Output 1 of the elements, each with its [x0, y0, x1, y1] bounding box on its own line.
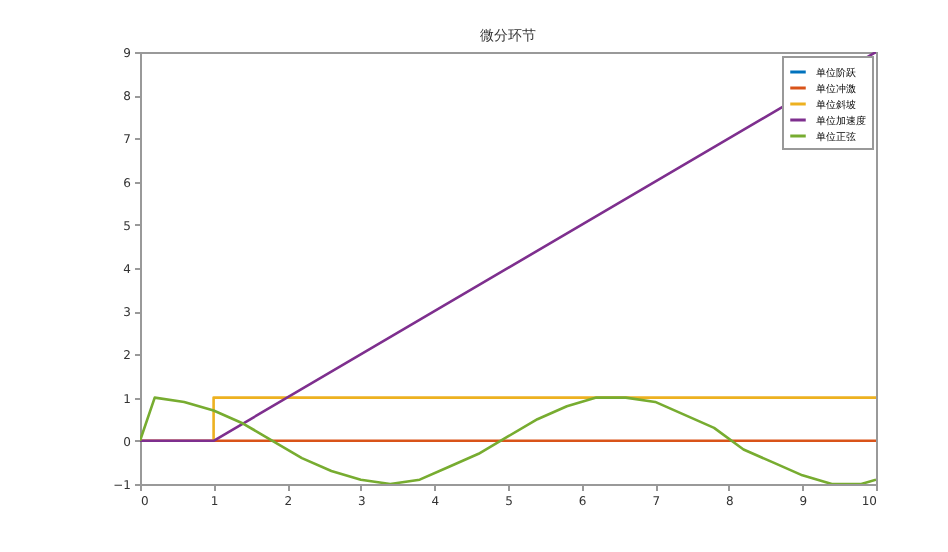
- line-series: [140, 396, 876, 484]
